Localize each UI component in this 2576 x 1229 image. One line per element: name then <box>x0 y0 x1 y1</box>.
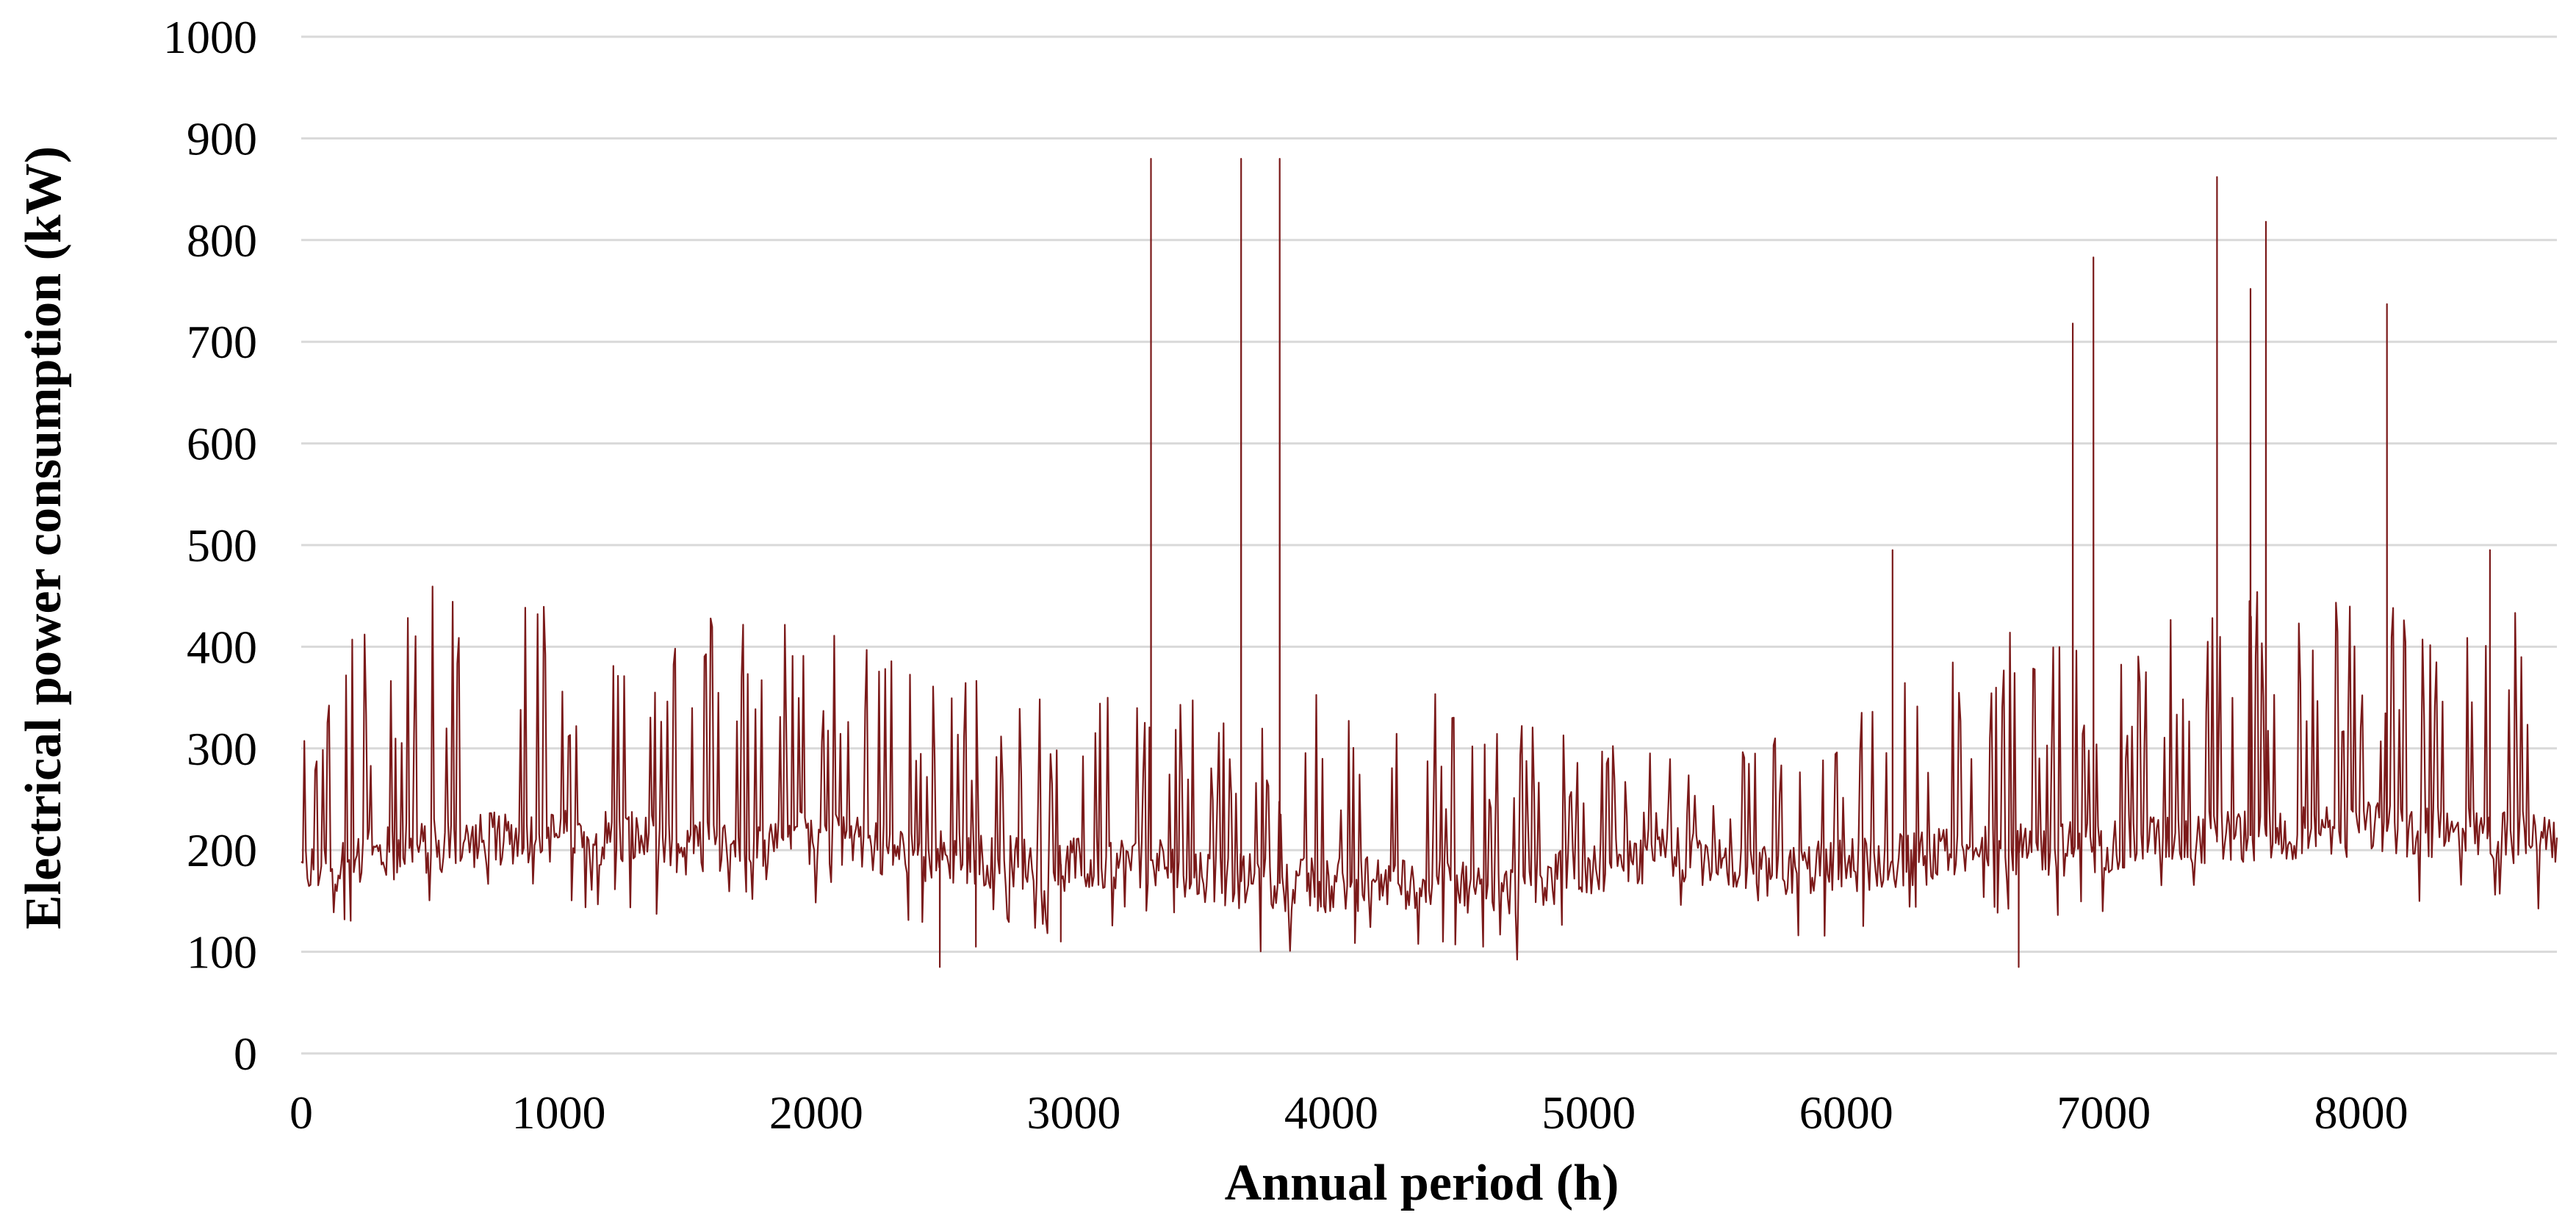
x-axis-title: Annual period (h) <box>1225 1155 1619 1211</box>
y-tick-label: 0 <box>234 1028 257 1080</box>
x-tick-label: 3000 <box>1026 1086 1120 1139</box>
y-tick-label: 400 <box>187 621 257 673</box>
gridlines <box>301 35 2557 1055</box>
y-tick-label: 100 <box>187 926 257 978</box>
y-tick-label: 800 <box>187 215 257 267</box>
x-tick-label: 1000 <box>511 1086 605 1139</box>
x-tick-label: 8000 <box>2314 1086 2408 1139</box>
plot-area <box>301 158 2558 968</box>
x-tick-label: 0 <box>289 1086 313 1139</box>
y-axis-title: Electrical power consumption (kW) <box>15 146 72 929</box>
y-tick-label: 300 <box>187 723 257 775</box>
y-tick-label: 200 <box>187 824 257 876</box>
x-axis-ticks: 0 1000 2000 3000 4000 5000 6000 7000 8000 <box>289 1086 2408 1139</box>
y-tick-label: 700 <box>187 316 257 368</box>
x-tick-label: 4000 <box>1284 1086 1378 1139</box>
y-tick-label: 500 <box>187 519 257 572</box>
y-tick-label: 600 <box>187 418 257 470</box>
series-line-0 <box>301 158 2558 968</box>
x-tick-label: 2000 <box>769 1086 863 1139</box>
y-tick-label: 900 <box>187 112 257 165</box>
y-tick-label: 1000 <box>163 11 257 63</box>
x-tick-label: 7000 <box>2057 1086 2151 1139</box>
x-tick-label: 6000 <box>1799 1086 1893 1139</box>
x-tick-label: 5000 <box>1541 1086 1636 1139</box>
y-axis-ticks: 0 100 200 300 400 500 600 700 800 900 1000 <box>163 11 257 1080</box>
